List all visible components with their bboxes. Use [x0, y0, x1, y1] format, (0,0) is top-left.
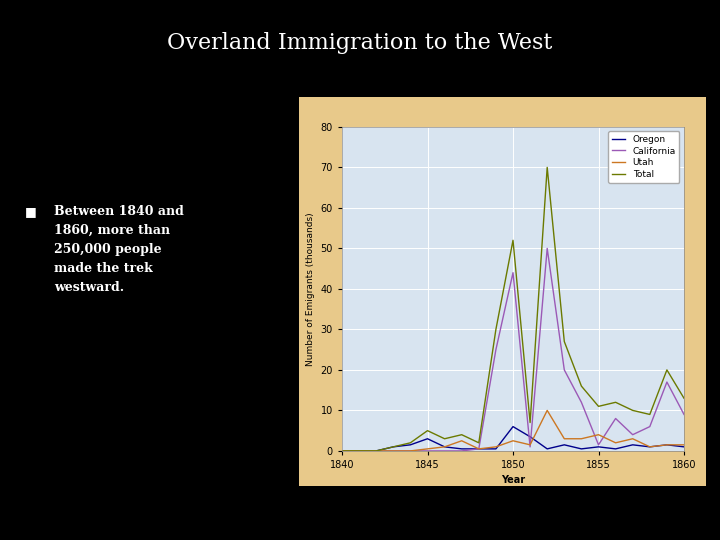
- Total: [509, 237, 518, 244]
- Line: Total: Total: [342, 167, 684, 451]
- California: [355, 448, 364, 454]
- Total: [474, 440, 483, 446]
- Oregon: [646, 444, 654, 450]
- Oregon: [457, 446, 466, 452]
- California: [526, 444, 534, 450]
- Total: [423, 428, 432, 434]
- Utah: [629, 435, 637, 442]
- Utah: [560, 435, 569, 442]
- Utah: [355, 448, 364, 454]
- Utah: [594, 431, 603, 438]
- Oregon: [338, 448, 346, 454]
- California: [406, 448, 415, 454]
- Total: [646, 411, 654, 418]
- Utah: [680, 442, 688, 448]
- Line: California: California: [342, 248, 684, 451]
- California: [389, 448, 397, 454]
- Oregon: [611, 446, 620, 452]
- Oregon: [474, 446, 483, 452]
- Total: [577, 383, 586, 389]
- Oregon: [389, 444, 397, 450]
- Text: Between 1840 and
1860, more than
250,000 people
made the trek
westward.: Between 1840 and 1860, more than 250,000…: [54, 205, 184, 294]
- Utah: [372, 448, 381, 454]
- Oregon: [594, 444, 603, 450]
- Utah: [441, 444, 449, 450]
- California: [680, 411, 688, 418]
- Total: [389, 444, 397, 450]
- Oregon: [406, 442, 415, 448]
- California: [372, 448, 381, 454]
- Total: [441, 435, 449, 442]
- California: [492, 347, 500, 353]
- Utah: [457, 437, 466, 444]
- Total: [406, 440, 415, 446]
- Utah: [577, 435, 586, 442]
- Utah: [423, 446, 432, 452]
- X-axis label: Year: Year: [501, 476, 525, 485]
- Total: [543, 164, 552, 171]
- California: [646, 423, 654, 430]
- Total: [611, 399, 620, 406]
- Utah: [492, 444, 500, 450]
- Utah: [338, 448, 346, 454]
- Oregon: [372, 448, 381, 454]
- Utah: [526, 442, 534, 448]
- Utah: [543, 407, 552, 414]
- Total: [526, 419, 534, 426]
- Utah: [646, 444, 654, 450]
- Total: [372, 448, 381, 454]
- Oregon: [423, 435, 432, 442]
- Utah: [509, 437, 518, 444]
- California: [509, 269, 518, 276]
- Total: [629, 407, 637, 414]
- California: [457, 448, 466, 454]
- Total: [662, 367, 671, 373]
- Y-axis label: Number of Emigrants (thousands): Number of Emigrants (thousands): [306, 212, 315, 366]
- Oregon: [355, 448, 364, 454]
- California: [662, 379, 671, 386]
- Oregon: [543, 446, 552, 452]
- California: [611, 415, 620, 422]
- Oregon: [492, 446, 500, 452]
- Oregon: [680, 444, 688, 450]
- Text: ■: ■: [25, 205, 37, 218]
- California: [474, 446, 483, 452]
- Oregon: [560, 442, 569, 448]
- Total: [492, 326, 500, 333]
- Oregon: [526, 434, 534, 440]
- California: [543, 245, 552, 252]
- Utah: [389, 448, 397, 454]
- Total: [338, 448, 346, 454]
- California: [594, 442, 603, 448]
- Total: [560, 338, 569, 345]
- Text: Overland Immigration to the West: Overland Immigration to the West: [167, 32, 553, 55]
- Utah: [474, 446, 483, 452]
- Oregon: [509, 423, 518, 430]
- Total: [594, 403, 603, 409]
- Utah: [406, 448, 415, 454]
- Total: [355, 448, 364, 454]
- California: [577, 399, 586, 406]
- California: [560, 367, 569, 373]
- Oregon: [441, 444, 449, 450]
- Line: Oregon: Oregon: [342, 427, 684, 451]
- Line: Utah: Utah: [342, 410, 684, 451]
- California: [441, 448, 449, 454]
- Oregon: [629, 442, 637, 448]
- Total: [680, 395, 688, 402]
- Total: [457, 431, 466, 438]
- California: [338, 448, 346, 454]
- Oregon: [577, 446, 586, 452]
- Oregon: [662, 442, 671, 448]
- California: [423, 448, 432, 454]
- Utah: [662, 442, 671, 448]
- Utah: [611, 440, 620, 446]
- California: [629, 431, 637, 438]
- Legend: Oregon, California, Utah, Total: Oregon, California, Utah, Total: [608, 131, 680, 183]
